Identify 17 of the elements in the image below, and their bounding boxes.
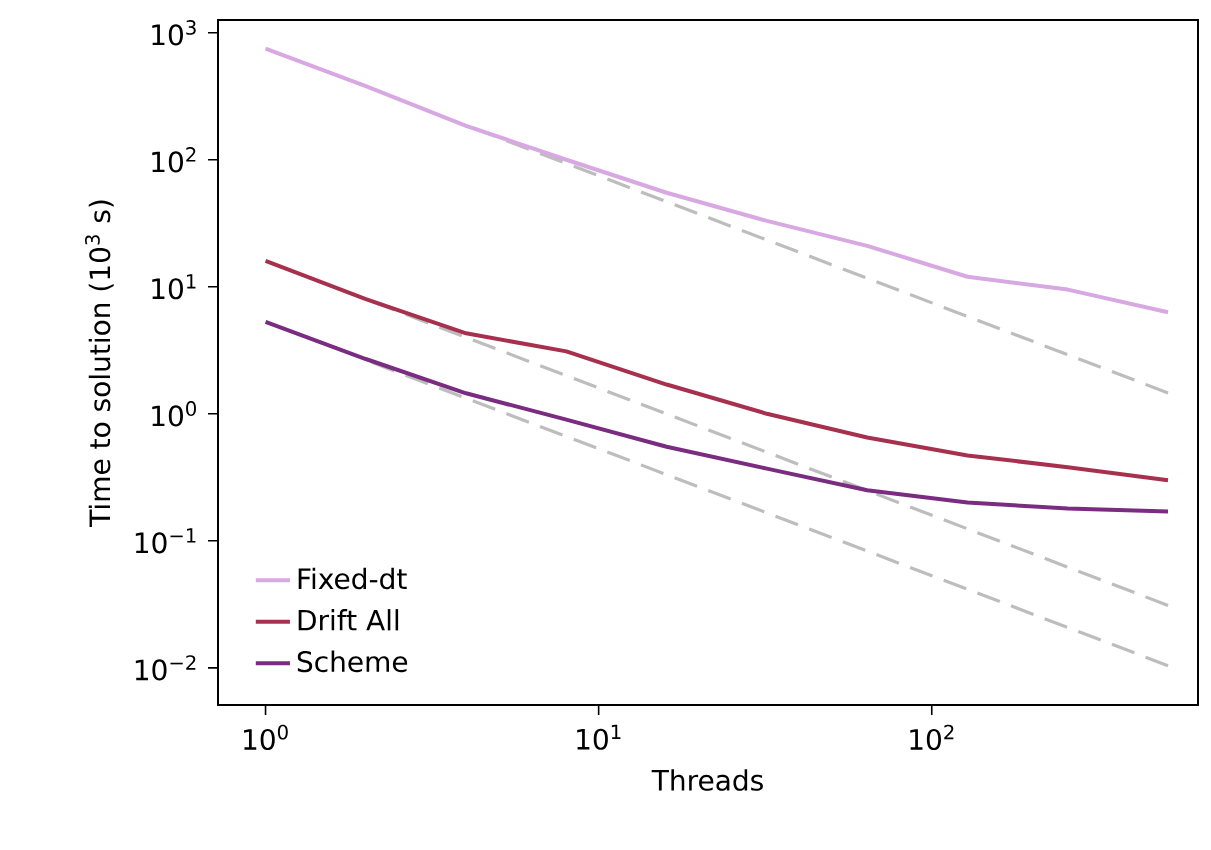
y-tick-label: 10$^{−2}$ (135, 655, 196, 681)
y-tick-label: 10$^{−1}$ (135, 528, 196, 554)
legend-label: Scheme (297, 650, 408, 673)
line-series (263, 258, 1171, 483)
line-series (263, 46, 1171, 315)
y-tick-label: 10$^{0}$ (152, 401, 196, 427)
legend-label: Fixed-dt (298, 567, 407, 590)
y-axis-title: Time to solution (10$^{3}$ s) (84, 200, 114, 527)
x-tick-label: 10$^{0}$ (244, 724, 288, 751)
x-axis-title: Threads (651, 769, 763, 791)
y-tick-label: 10$^{1}$ (152, 274, 196, 300)
legend-label: Drift All (298, 609, 399, 631)
x-tick-label: 10$^{2}$ (910, 724, 954, 751)
y-tick-label: 10$^{2}$ (152, 147, 196, 173)
line-series (263, 319, 1171, 514)
y-tick-label: 10$^{3}$ (152, 20, 196, 46)
x-tick-label: 10$^{1}$ (577, 724, 621, 750)
